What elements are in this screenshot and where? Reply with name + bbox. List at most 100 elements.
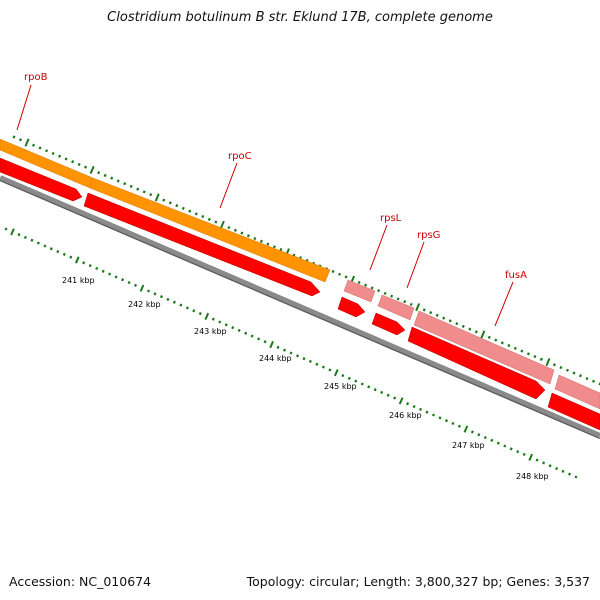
minor-tick [259,239,263,243]
minor-tick [457,424,461,428]
minor-tick [45,149,49,153]
minor-tick [88,264,92,268]
minor-tick [429,311,433,315]
minor-tick [272,245,276,249]
kbp-label-245: 245 kbp [324,382,357,391]
minor-tick [539,357,543,361]
minor-tick [403,300,407,304]
gene-rpoB-arrow[interactable] [0,157,83,202]
topology-summary-text: Topology: circular; Length: 3,800,327 bp… [246,574,590,589]
major-tick [139,284,145,292]
minor-tick [344,275,348,279]
minor-tick [509,447,513,451]
minor-tick [295,354,300,358]
gene-rpsG-pink[interactable] [377,294,415,321]
minor-tick [201,214,205,219]
minor-tick [591,379,596,383]
minor-tick [224,323,228,327]
minor-tick [370,286,374,290]
minor-tick [17,233,21,237]
minor-tick [377,289,381,293]
gene-fusA-pink[interactable] [413,310,555,385]
rpsL-leader-line [369,224,388,271]
fusA-leader-line [494,281,514,327]
minor-tick [367,385,371,389]
gene-fusA-arrow[interactable] [407,326,546,400]
minor-tick [133,283,138,287]
minor-tick [542,461,546,465]
minor-tick [127,280,131,285]
minor-tick [357,280,361,285]
minor-tick [364,283,368,287]
minor-tick [246,234,250,238]
minor-tick [347,376,351,380]
gene-rpsL-arrow[interactable] [337,296,366,318]
major-tick [415,303,421,312]
major-tick [154,193,160,202]
minor-tick [146,289,151,293]
minor-tick [231,326,235,330]
minor-tick [412,404,416,409]
gene-rpoC-orange[interactable] [89,177,331,283]
minor-tick [396,297,400,301]
gene-label-fusA[interactable]: fusA [505,270,527,281]
minor-tick [435,313,439,317]
minor-tick [461,324,465,328]
gene-rpsL-pink[interactable] [343,279,376,303]
minor-tick [422,308,426,312]
minor-tick [567,472,572,476]
major-tick [219,220,225,229]
kbp-label-243: 243 kbp [194,327,227,336]
gene-label-rpsG[interactable]: rpsG [417,230,440,241]
minor-tick [289,351,293,355]
minor-tick [276,345,280,349]
minor-tick [444,419,449,423]
minor-tick [468,327,472,331]
minor-tick [103,173,107,178]
rpsG-leader-line [406,241,425,289]
minor-tick [406,402,410,406]
minor-tick [328,368,332,372]
minor-tick [474,330,478,334]
minor-tick [49,247,53,251]
map-title: Clostridium botulinum B str. Eklund 17B,… [107,10,493,25]
gene-label-rpoB[interactable]: rpoB [24,72,48,83]
gene-next-pink[interactable] [554,374,600,410]
minor-tick [409,302,413,307]
genome-backbone [0,175,600,439]
major-tick [333,369,339,377]
minor-tick [380,390,384,395]
minor-tick [51,151,55,156]
minor-tick [448,319,452,323]
minor-tick [572,371,576,375]
minor-tick [390,294,394,298]
minor-tick [548,464,552,468]
inner-tick-track [4,227,578,479]
minor-tick [315,362,319,366]
minor-tick [237,328,241,333]
major-tick [398,397,404,405]
minor-tick [36,241,40,245]
minor-tick [175,204,179,208]
gene-next-arrow[interactable] [547,392,600,431]
gene-rpoC-arrow[interactable] [83,192,321,297]
minor-tick [82,261,86,265]
minor-tick [64,157,68,161]
minor-tick [513,346,517,350]
minor-tick [257,337,261,341]
minor-tick [253,236,257,241]
minor-tick [97,171,101,175]
major-tick [24,138,30,147]
major-tick [463,425,469,433]
minor-tick [71,160,75,164]
minor-tick [69,255,73,259]
gene-rpsG-arrow[interactable] [371,312,406,336]
gene-label-rpsL[interactable]: rpsL [380,213,402,224]
minor-tick [121,278,125,282]
minor-tick [386,393,390,397]
minor-tick [240,231,244,235]
minor-tick [354,379,358,383]
major-tick [545,358,551,367]
gene-label-rpoC[interactable]: rpoC [228,151,252,162]
